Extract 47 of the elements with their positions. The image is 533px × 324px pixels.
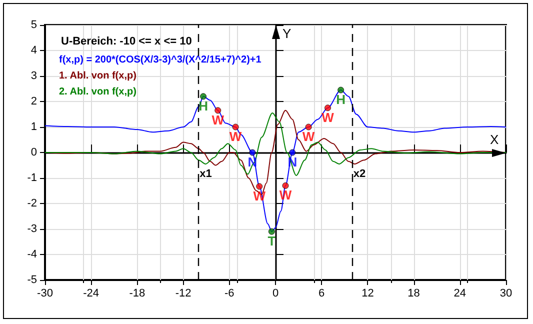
text: 1. Abl. von f(x,p) — [59, 70, 136, 82]
x-tick-label: 12 — [362, 288, 374, 300]
y-tick-label: 5 — [30, 19, 37, 31]
y-tick-label: 4 — [30, 44, 37, 56]
x-tick-label: -18 — [129, 288, 146, 300]
point — [249, 149, 256, 156]
point — [305, 124, 312, 130]
y-tick-label: -1 — [27, 172, 37, 184]
x-tick-label: -6 — [224, 288, 234, 300]
point — [256, 183, 263, 190]
text: 2. Abl. von f(x,p) — [59, 86, 136, 98]
annotation: H — [336, 92, 346, 108]
x-axis-title: X — [490, 132, 499, 146]
x-tick-label: 6 — [318, 288, 325, 300]
x-tick-label: 24 — [454, 288, 466, 300]
ref-line-label: x1 — [200, 168, 212, 180]
y-tick-label: 3 — [30, 70, 37, 82]
y-tick-label: 0 — [30, 146, 37, 158]
x-tick-label: -12 — [175, 288, 192, 300]
ref-line-label: x2 — [353, 168, 366, 180]
x-tick-label: 30 — [500, 288, 512, 300]
y-tick-label: -5 — [27, 274, 37, 286]
y-axis-title: Y — [282, 26, 292, 41]
text: U-Bereich: -10 <= x <= 10 — [61, 36, 192, 48]
point — [232, 124, 239, 130]
annotation: W — [229, 129, 242, 144]
annotation: H — [198, 98, 208, 114]
annotation: W — [322, 110, 335, 125]
point — [282, 182, 289, 189]
x-tick-label: 18 — [408, 288, 420, 300]
y-tick-label: 2 — [30, 96, 37, 108]
text: f(x,p) = 200*(COS(X/3-3)^3/(X^2/15+7)^2)+1 — [59, 54, 262, 66]
point — [324, 104, 331, 112]
y-tick-label: -3 — [27, 223, 37, 235]
point — [268, 228, 275, 235]
y-tick-label: -2 — [27, 198, 37, 210]
point — [338, 86, 344, 94]
point — [200, 93, 207, 100]
point — [289, 149, 296, 156]
x-tick-label: -30 — [37, 288, 53, 300]
point — [214, 107, 222, 114]
annotation: W — [212, 112, 225, 128]
x-tick-label: 0 — [272, 288, 279, 300]
x-tick-label: -24 — [83, 288, 100, 300]
y-tick-label: 1 — [30, 121, 37, 133]
annotation: W — [302, 129, 316, 144]
y-tick-label: -4 — [27, 248, 37, 260]
